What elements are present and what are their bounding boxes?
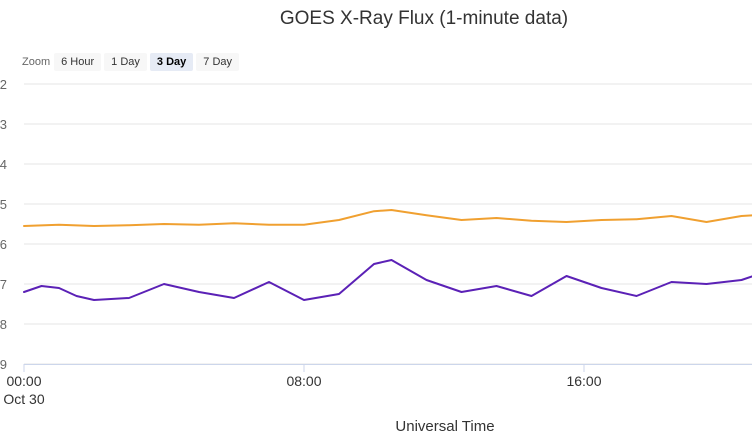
x-tick-label: 08:00 (286, 373, 321, 389)
zoom-3-day-button[interactable]: 3 Day (149, 53, 194, 71)
long-wave-flux-line (23, 209, 752, 227)
gridlines (24, 83, 752, 365)
zoom-6-hour-button[interactable]: 6 Hour (54, 53, 102, 71)
short-wave-flux-line (23, 259, 752, 301)
zoom-7-day-button[interactable]: 7 Day (196, 53, 240, 71)
y-tick-label: -7 (0, 277, 7, 292)
x-axis-label: Universal Time (395, 418, 494, 435)
series-lines (23, 209, 752, 301)
y-tick-label: -3 (0, 117, 7, 132)
x-tick-label: 16:00 (566, 373, 601, 389)
y-tick-label: -5 (0, 197, 7, 212)
zoom-label: Zoom (22, 56, 51, 68)
y-tick-label: -9 (0, 357, 7, 372)
y-tick-label: -6 (0, 237, 7, 252)
x-tick-label: 00:00 (6, 373, 41, 389)
y-tick-label: -2 (0, 77, 7, 92)
zoom-selector: Zoom 6 Hour 1 Day 3 Day 7 Day (22, 52, 242, 72)
y-axis: -2 -3 -4 -5 -6 -7 -8 -9 (0, 77, 7, 372)
x-tick-date-label: Oct 30 (3, 391, 44, 407)
chart-title: GOES X-Ray Flux (1-minute data) (279, 8, 569, 29)
y-tick-label: -8 (0, 317, 7, 332)
zoom-1-day-button[interactable]: 1 Day (104, 53, 147, 71)
y-tick-label: -4 (0, 157, 7, 172)
